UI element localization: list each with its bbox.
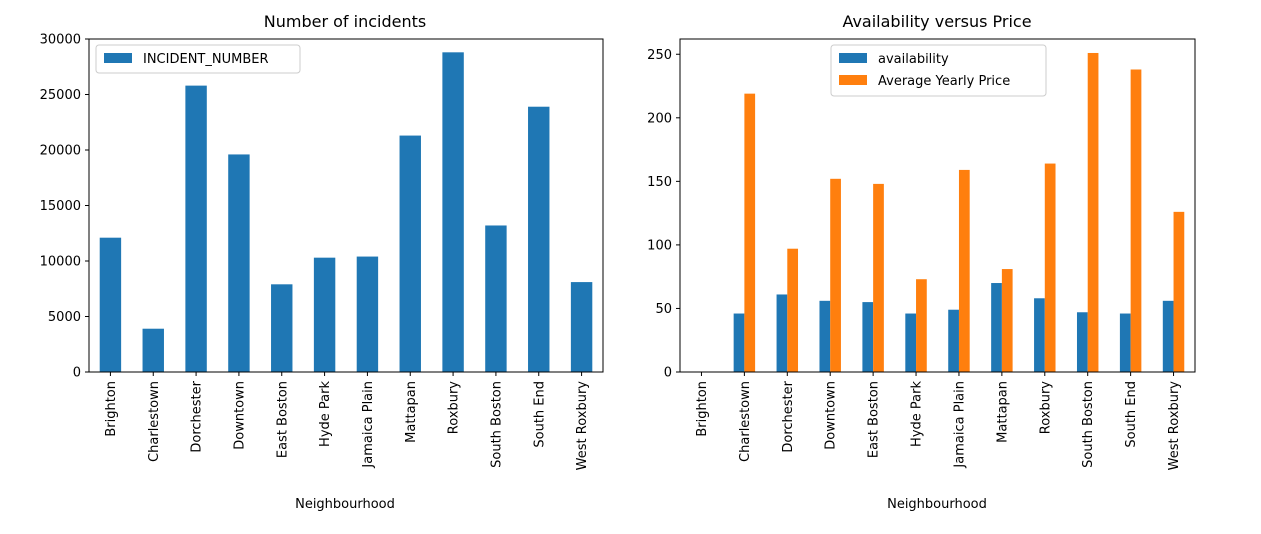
bar-availability-south-end [1119, 313, 1131, 372]
chart-availability-price: Availability versus Price 0 50 100 150 200 25… [647, 12, 1196, 512]
bar-availability-south-boston [1076, 312, 1088, 372]
y-tick-label: 200 [647, 111, 672, 126]
y-tick-label: 10000 [40, 255, 81, 270]
x-tick-label: Brighton [695, 381, 710, 437]
bar-incident-number-south-boston [485, 225, 507, 372]
y-tick-label: 100 [647, 238, 672, 253]
y-tick-label: 250 [647, 48, 672, 63]
x-tick-label: Mattapan [995, 381, 1010, 443]
bar-availability-east-boston [862, 302, 874, 372]
bar-group [99, 52, 593, 373]
y-axis: 0 50 100 150 200 250 [647, 48, 680, 381]
x-tick-label: Downtown [232, 381, 247, 450]
bar-incident-number-roxbury [442, 52, 464, 372]
x-tick-label: South End [1124, 381, 1139, 448]
bar-average-yearly-price-mattapan [1001, 269, 1013, 372]
bar-incident-number-brighton [99, 237, 122, 372]
x-tick-label: Jamaica Plain [361, 381, 376, 469]
x-tick-label: South Boston [1081, 381, 1096, 468]
x-tick-label: Downtown [824, 381, 839, 450]
legend-box [830, 44, 1047, 97]
y-tick-label: 25000 [40, 88, 81, 103]
bar-availability-roxbury [1034, 298, 1045, 372]
x-tick-label: East Boston [867, 381, 882, 458]
plot-frame [679, 38, 1196, 373]
bar-average-yearly-price-jamaica-plain [958, 169, 970, 372]
bar-incident-number-dorchester [185, 85, 207, 373]
bar-availability-charlestown [733, 313, 745, 372]
y-tick-label: 0 [73, 366, 81, 381]
bar-incident-number-hyde-park [313, 257, 336, 372]
bar-average-yearly-price-downtown [830, 178, 841, 372]
x-tick-label: Brighton [104, 381, 119, 437]
chart-title: Availability versus Price [842, 12, 1031, 31]
x-axis-label: Neighbourhood [295, 497, 395, 512]
bar-availability-downtown [819, 300, 831, 372]
x-tick-label: South Boston [489, 381, 504, 468]
x-tick-label: East Boston [275, 381, 290, 458]
y-tick-label: 50 [655, 302, 672, 317]
legend-swatch [104, 53, 132, 63]
x-tick-label: Charlestown [147, 381, 162, 462]
plot-frame [88, 38, 604, 373]
x-tick-label: Jamaica Plain [952, 381, 967, 469]
legend-label: Average Yearly Price [878, 74, 1010, 89]
bar-average-yearly-price-south-end [1130, 69, 1142, 372]
legend-box [95, 44, 301, 74]
x-tick-label: Hyde Park [318, 381, 333, 447]
bar-average-yearly-price-roxbury [1044, 163, 1056, 372]
bar-incident-number-jamaica-plain [356, 256, 379, 372]
x-tick-label: Hyde Park [910, 381, 925, 447]
legend: INCIDENT_NUMBER [95, 44, 301, 74]
bar-incident-number-mattapan [399, 135, 421, 372]
y-tick-label: 15000 [40, 199, 81, 214]
bar-incident-number-south-end [528, 106, 550, 373]
legend-label: availability [878, 52, 949, 67]
chart-incidents: Number of incidents 0 5000 10000 15000 20000… [40, 12, 604, 512]
x-axis: Brighton Charlestown Dorchester Downtown Eas… [695, 372, 1182, 470]
x-tick-label: West Roxbury [1167, 381, 1182, 471]
bar-incident-number-downtown [228, 154, 250, 372]
x-tick-label: Roxbury [1038, 381, 1053, 435]
bar-average-yearly-price-west-roxbury [1173, 211, 1185, 372]
chart-title: Number of incidents [264, 12, 426, 31]
y-tick-label: 5000 [48, 310, 81, 325]
bar-incident-number-east-boston [271, 284, 293, 372]
bar-average-yearly-price-charlestown [744, 93, 756, 373]
x-tick-label: South End [532, 381, 547, 448]
x-tick-label: Charlestown [738, 381, 753, 462]
x-tick-label: Roxbury [447, 381, 462, 435]
x-tick-label: Dorchester [781, 380, 796, 452]
bar-availability-jamaica-plain [948, 309, 959, 372]
bar-average-yearly-price-hyde-park [916, 279, 927, 372]
y-tick-label: 20000 [40, 144, 81, 159]
y-tick-label: 0 [664, 366, 672, 381]
legend-swatch [839, 53, 867, 63]
x-axis: Brighton Charlestown Dorchester Downtown Eas… [104, 372, 590, 470]
bar-average-yearly-price-dorchester [787, 248, 799, 372]
y-tick-label: 30000 [40, 33, 81, 48]
bar-incident-number-charlestown [142, 328, 164, 372]
x-axis-label: Neighbourhood [887, 497, 987, 512]
bar-availability-west-roxbury [1162, 300, 1174, 372]
bar-average-yearly-price-south-boston [1087, 52, 1099, 372]
bar-availability-dorchester [776, 294, 788, 372]
y-tick-label: 150 [647, 175, 672, 190]
x-tick-label: Dorchester [190, 380, 205, 452]
legend: availability Average Yearly Price [830, 44, 1047, 97]
legend-label: INCIDENT_NUMBER [143, 52, 268, 67]
x-tick-label: Mattapan [404, 381, 419, 443]
x-tick-label: West Roxbury [575, 381, 590, 471]
bar-group [733, 52, 1185, 373]
bar-average-yearly-price-east-boston [873, 183, 884, 372]
bar-availability-mattapan [991, 283, 1002, 372]
bar-availability-hyde-park [905, 313, 917, 372]
legend-swatch [839, 75, 867, 85]
y-axis: 0 5000 10000 15000 20000 25000 30000 [40, 33, 89, 381]
bar-incident-number-west-roxbury [570, 282, 593, 372]
